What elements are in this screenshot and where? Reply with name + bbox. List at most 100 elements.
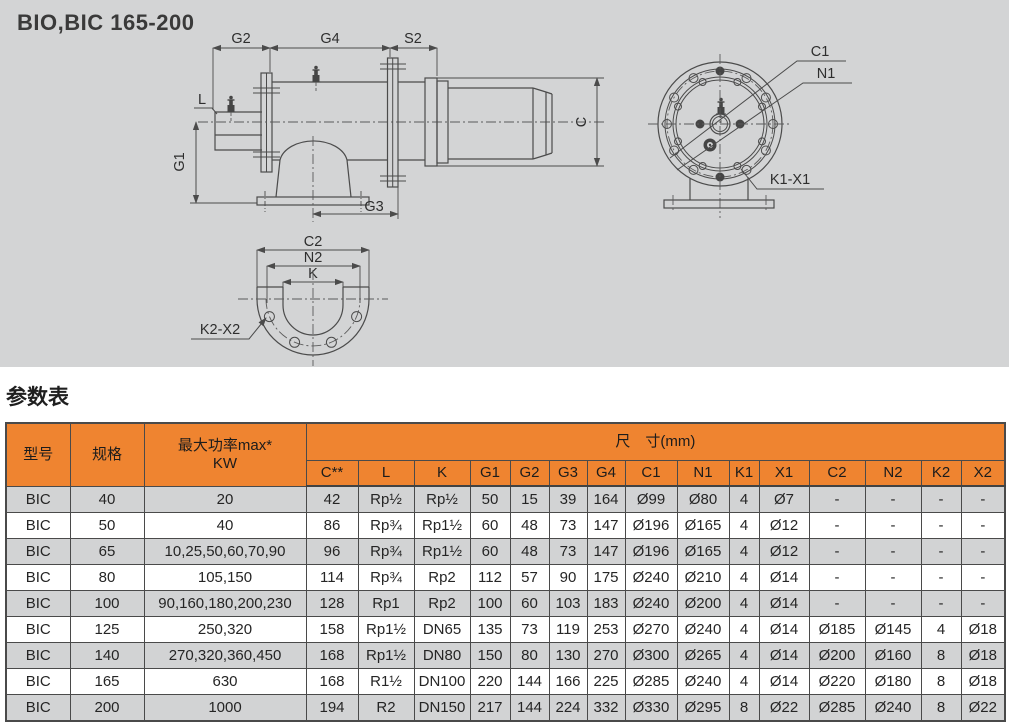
col-header-dimensions-group: 尺 寸(mm) <box>305 422 1006 461</box>
cell-dim-c: 128 <box>305 590 359 617</box>
cell-dim-c1: Ø196 <box>624 512 678 539</box>
cell-dim-k: Rp1½ <box>413 512 471 539</box>
cell-dim-x2: - <box>960 590 1006 617</box>
cell-power: 20 <box>143 485 307 513</box>
cell-dim-g4: 147 <box>586 512 626 539</box>
cell-dim-x1: Ø12 <box>758 512 810 539</box>
cell-dim-k: Rp2 <box>413 564 471 591</box>
technical-drawing-panel: BIO,BIC 165-200 G2 <box>0 0 1009 367</box>
cell-model: BIC <box>5 590 71 617</box>
cell-dim-n1: Ø210 <box>676 564 730 591</box>
col-header-dim-k1: K1 <box>728 460 760 487</box>
table-row: BIC 50 40 86 Rp¾ Rp1½ 60 48 73 147 Ø196 Ø165 4 Ø12- - -… <box>5 512 1006 539</box>
cell-dim-g2: 144 <box>509 694 550 722</box>
dim-label-g3: G3 <box>364 199 383 215</box>
cell-dim-c2: Ø220 <box>808 668 866 695</box>
cell-dim-g3: 119 <box>548 616 588 643</box>
cell-dim-g3: 90 <box>548 564 588 591</box>
cell-dim-k2: - <box>920 564 962 591</box>
cell-dim-c1: Ø240 <box>624 564 678 591</box>
cell-dim-x2: Ø22 <box>960 694 1006 722</box>
cell-dim-x2: - <box>960 512 1006 539</box>
cell-dim-g1: 150 <box>469 642 511 669</box>
cell-dim-g2: 57 <box>509 564 550 591</box>
cell-dim-x1: Ø14 <box>758 642 810 669</box>
cell-dim-n1: Ø295 <box>676 694 730 722</box>
cell-dim-l: Rp1½ <box>357 642 415 669</box>
dim-label-k1x1: K1-X1 <box>770 172 810 188</box>
cell-dim-g4: 164 <box>586 485 626 513</box>
cell-dim-c: 96 <box>305 538 359 565</box>
cell-spec: 200 <box>69 694 145 722</box>
dim-label-g2: G2 <box>231 31 250 47</box>
burner-dimension-drawing: G2 G4 S2 L <box>172 31 852 366</box>
cell-dim-k1: 4 <box>728 512 760 539</box>
cell-dim-k: Rp2 <box>413 590 471 617</box>
cell-dim-c2: - <box>808 590 866 617</box>
front-view: C1 N1 K1-X1 <box>648 44 852 218</box>
cell-dim-k2: 4 <box>920 616 962 643</box>
table-row: BIC 80 105,150 114 Rp¾ Rp2 112 57 90 175 Ø240 Ø210 4… <box>5 564 1006 591</box>
cell-dim-l: Rp¾ <box>357 512 415 539</box>
cell-model: BIC <box>5 512 71 539</box>
cell-dim-l: R2 <box>357 694 415 722</box>
cell-dim-n2: - <box>864 590 922 617</box>
cell-dim-g2: 73 <box>509 616 550 643</box>
cell-dim-k1: 4 <box>728 642 760 669</box>
cell-dim-n2: - <box>864 564 922 591</box>
cell-spec: 100 <box>69 590 145 617</box>
cell-dim-n1: Ø165 <box>676 512 730 539</box>
cell-dim-g3: 224 <box>548 694 588 722</box>
cell-dim-g1: 50 <box>469 485 511 513</box>
col-header-dim-g4: G4 <box>586 460 626 487</box>
section-title: 参数表 <box>6 386 69 409</box>
cell-dim-l: Rp1 <box>357 590 415 617</box>
cell-dim-c2: - <box>808 512 866 539</box>
dim-label-l: L <box>198 92 206 108</box>
cell-dim-l: R1½ <box>357 668 415 695</box>
cell-dim-n2: Ø145 <box>864 616 922 643</box>
cell-dim-g1: 220 <box>469 668 511 695</box>
table-row: BIC 125 250,320 158 Rp1½ DN65 135 73 119 253 Ø270 Ø… <box>5 616 1006 643</box>
dim-label-k2x2: K2-X2 <box>200 322 240 338</box>
cell-dim-c1: Ø330 <box>624 694 678 722</box>
cell-dim-n1: Ø240 <box>676 616 730 643</box>
cell-dim-l: Rp¾ <box>357 564 415 591</box>
table-row: BIC 100 90,160,180,200,230 128 Rp1 Rp2 100 60 10… <box>5 590 1006 617</box>
col-header-power-line1: 最大功率max* <box>177 436 273 454</box>
cell-dim-k1: 4 <box>728 564 760 591</box>
cell-dim-g1: 217 <box>469 694 511 722</box>
cell-dim-g2: 15 <box>509 485 550 513</box>
cell-model: BIC <box>5 616 71 643</box>
cell-dim-k: DN80 <box>413 642 471 669</box>
cell-dim-g4: 270 <box>586 642 626 669</box>
dim-label-c2: C2 <box>304 234 323 250</box>
dim-label-n2: N2 <box>304 250 323 266</box>
cell-spec: 165 <box>69 668 145 695</box>
cell-dim-x2: - <box>960 485 1006 513</box>
cell-power: 40 <box>143 512 307 539</box>
cell-dim-k1: 8 <box>728 694 760 722</box>
col-header-power: 最大功率max* KW <box>143 422 307 487</box>
cell-dim-c1: Ø196 <box>624 538 678 565</box>
cell-dim-x2: - <box>960 564 1006 591</box>
cell-dim-c2: Ø285 <box>808 694 866 722</box>
cell-dim-k1: 4 <box>728 590 760 617</box>
cell-power: 10,25,50,60,70,90 <box>143 538 307 565</box>
cell-dim-n1: Ø80 <box>676 485 730 513</box>
cell-dim-g4: 225 <box>586 668 626 695</box>
table-row: BIC 65 10,25,50,60,70,90 96 Rp¾ Rp1½ 60 48 73 147… <box>5 538 1006 565</box>
cell-power: 630 <box>143 668 307 695</box>
cell-dim-x2: Ø18 <box>960 668 1006 695</box>
page-title: BIO,BIC 165-200 <box>17 10 195 35</box>
col-header-dim-x2: X2 <box>960 460 1006 487</box>
cell-dim-k: Rp1½ <box>413 538 471 565</box>
cell-dim-c: 158 <box>305 616 359 643</box>
col-header-dim-c2: C2 <box>808 460 866 487</box>
cell-dim-k1: 4 <box>728 616 760 643</box>
cell-dim-n1: Ø200 <box>676 590 730 617</box>
cell-dim-k2: - <box>920 538 962 565</box>
cell-spec: 80 <box>69 564 145 591</box>
cell-dim-n1: Ø265 <box>676 642 730 669</box>
bottom-view: C2 N2 K K2-X2 <box>191 234 388 366</box>
